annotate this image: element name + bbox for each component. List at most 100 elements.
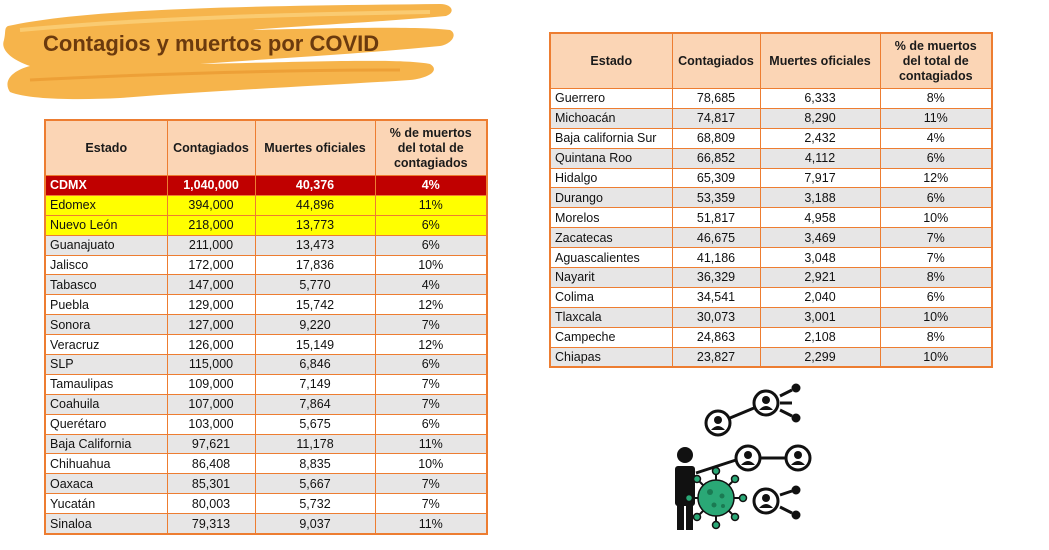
cell-muertes: 5,732 bbox=[254, 493, 376, 515]
table-row: Nuevo León 218,000 13,773 6% bbox=[44, 214, 488, 236]
cell-muertes: 13,473 bbox=[254, 234, 376, 256]
cell-estado: Coahuila bbox=[44, 393, 168, 415]
cell-estado: Baja california Sur bbox=[549, 127, 673, 149]
cell-contagiados: 51,817 bbox=[671, 207, 761, 229]
header-contagiados: Contagiados bbox=[671, 32, 761, 89]
cell-muertes: 7,864 bbox=[254, 393, 376, 415]
cell-estado: SLP bbox=[44, 354, 168, 375]
table-row: CDMX 1,040,000 40,376 4% bbox=[44, 175, 488, 196]
cell-muertes: 6,333 bbox=[759, 88, 881, 109]
cell-estado: Chiapas bbox=[549, 346, 673, 368]
cell-estado: Oaxaca bbox=[44, 473, 168, 495]
cell-estado: Edomex bbox=[44, 194, 168, 216]
table-row: Quintana Roo 66,852 4,112 6% bbox=[549, 147, 993, 169]
cell-porcentaje: 8% bbox=[879, 326, 993, 348]
cell-estado: Chihuahua bbox=[44, 453, 168, 475]
cell-estado: Quintana Roo bbox=[549, 147, 673, 169]
table-row: Nayarit 36,329 2,921 8% bbox=[549, 267, 993, 288]
cell-porcentaje: 6% bbox=[879, 187, 993, 209]
cell-contagiados: 115,000 bbox=[166, 354, 256, 375]
header-contagiados: Contagiados bbox=[166, 119, 256, 176]
cell-contagiados: 86,408 bbox=[166, 453, 256, 475]
cell-contagiados: 109,000 bbox=[166, 373, 256, 395]
cell-contagiados: 107,000 bbox=[166, 393, 256, 415]
cell-porcentaje: 10% bbox=[879, 346, 993, 368]
cell-muertes: 8,835 bbox=[254, 453, 376, 475]
cell-muertes: 17,836 bbox=[254, 254, 376, 276]
cell-porcentaje: 12% bbox=[374, 334, 488, 356]
cell-contagiados: 85,301 bbox=[166, 473, 256, 495]
cell-muertes: 2,921 bbox=[759, 267, 881, 288]
cell-contagiados: 126,000 bbox=[166, 334, 256, 356]
cell-porcentaje: 10% bbox=[879, 207, 993, 229]
table-row: Colima 34,541 2,040 6% bbox=[549, 286, 993, 308]
cell-porcentaje: 11% bbox=[374, 194, 488, 216]
table-body-left: CDMX 1,040,000 40,376 4% Edomex 394,000 44,896… bbox=[44, 175, 488, 535]
table-row: Tabasco 147,000 5,770 4% bbox=[44, 274, 488, 296]
cell-porcentaje: 4% bbox=[374, 175, 488, 196]
cell-estado: Michoacán bbox=[549, 107, 673, 129]
cell-estado: Tamaulipas bbox=[44, 373, 168, 395]
cell-estado: Morelos bbox=[549, 207, 673, 229]
cell-contagiados: 34,541 bbox=[671, 286, 761, 308]
table-row: Guanajuato 211,000 13,473 6% bbox=[44, 234, 488, 256]
cell-contagiados: 53,359 bbox=[671, 187, 761, 209]
cell-contagiados: 394,000 bbox=[166, 194, 256, 216]
table-row: Oaxaca 85,301 5,667 7% bbox=[44, 473, 488, 495]
cell-contagiados: 80,003 bbox=[166, 493, 256, 515]
cell-estado: Veracruz bbox=[44, 334, 168, 356]
cell-contagiados: 97,621 bbox=[166, 433, 256, 455]
cell-porcentaje: 10% bbox=[374, 254, 488, 276]
cell-porcentaje: 11% bbox=[374, 513, 488, 535]
cell-muertes: 15,742 bbox=[254, 294, 376, 316]
cell-estado: Querétaro bbox=[44, 413, 168, 435]
cell-muertes: 3,048 bbox=[759, 247, 881, 269]
cell-contagiados: 211,000 bbox=[166, 234, 256, 256]
table-row: Michoacán 74,817 8,290 11% bbox=[549, 107, 993, 129]
table-row: Querétaro 103,000 5,675 6% bbox=[44, 413, 488, 435]
cell-estado: CDMX bbox=[44, 175, 168, 196]
cell-muertes: 13,773 bbox=[254, 214, 376, 236]
cell-muertes: 9,220 bbox=[254, 314, 376, 336]
cell-porcentaje: 7% bbox=[374, 473, 488, 495]
cell-porcentaje: 6% bbox=[879, 147, 993, 169]
table-row: Chihuahua 86,408 8,835 10% bbox=[44, 453, 488, 475]
cell-muertes: 2,432 bbox=[759, 127, 881, 149]
table-row: Sonora 127,000 9,220 7% bbox=[44, 314, 488, 336]
cell-porcentaje: 10% bbox=[374, 453, 488, 475]
table-row: Hidalgo 65,309 7,917 12% bbox=[549, 167, 993, 189]
cell-muertes: 44,896 bbox=[254, 194, 376, 216]
cell-estado: Guerrero bbox=[549, 88, 673, 109]
cell-muertes: 7,917 bbox=[759, 167, 881, 189]
table-row: Durango 53,359 3,188 6% bbox=[549, 187, 993, 209]
cell-muertes: 5,675 bbox=[254, 413, 376, 435]
cell-porcentaje: 6% bbox=[374, 214, 488, 236]
cell-muertes: 11,178 bbox=[254, 433, 376, 455]
cell-muertes: 3,188 bbox=[759, 187, 881, 209]
cell-porcentaje: 7% bbox=[879, 227, 993, 249]
table-header-row: Estado Contagiados Muertes oficiales % d… bbox=[44, 119, 488, 176]
cell-estado: Sinaloa bbox=[44, 513, 168, 535]
cell-contagiados: 41,186 bbox=[671, 247, 761, 269]
cell-estado: Hidalgo bbox=[549, 167, 673, 189]
cell-contagiados: 23,827 bbox=[671, 346, 761, 368]
cell-contagiados: 218,000 bbox=[166, 214, 256, 236]
cell-porcentaje: 6% bbox=[374, 413, 488, 435]
cell-contagiados: 66,852 bbox=[671, 147, 761, 169]
cell-porcentaje: 6% bbox=[879, 286, 993, 308]
table-row: Aguascalientes 41,186 3,048 7% bbox=[549, 247, 993, 269]
cell-contagiados: 172,000 bbox=[166, 254, 256, 276]
cell-estado: Sonora bbox=[44, 314, 168, 336]
cell-estado: Puebla bbox=[44, 294, 168, 316]
cell-muertes: 5,770 bbox=[254, 274, 376, 296]
table-row: Campeche 24,863 2,108 8% bbox=[549, 326, 993, 348]
cell-porcentaje: 12% bbox=[374, 294, 488, 316]
cell-porcentaje: 12% bbox=[879, 167, 993, 189]
cell-estado: Yucatán bbox=[44, 493, 168, 515]
table-row: Zacatecas 46,675 3,469 7% bbox=[549, 227, 993, 249]
cell-muertes: 5,667 bbox=[254, 473, 376, 495]
cell-estado: Nuevo León bbox=[44, 214, 168, 236]
covid-table-left: Estado Contagiados Muertes oficiales % d… bbox=[44, 119, 488, 536]
cell-estado: Colima bbox=[549, 286, 673, 308]
cell-estado: Campeche bbox=[549, 326, 673, 348]
